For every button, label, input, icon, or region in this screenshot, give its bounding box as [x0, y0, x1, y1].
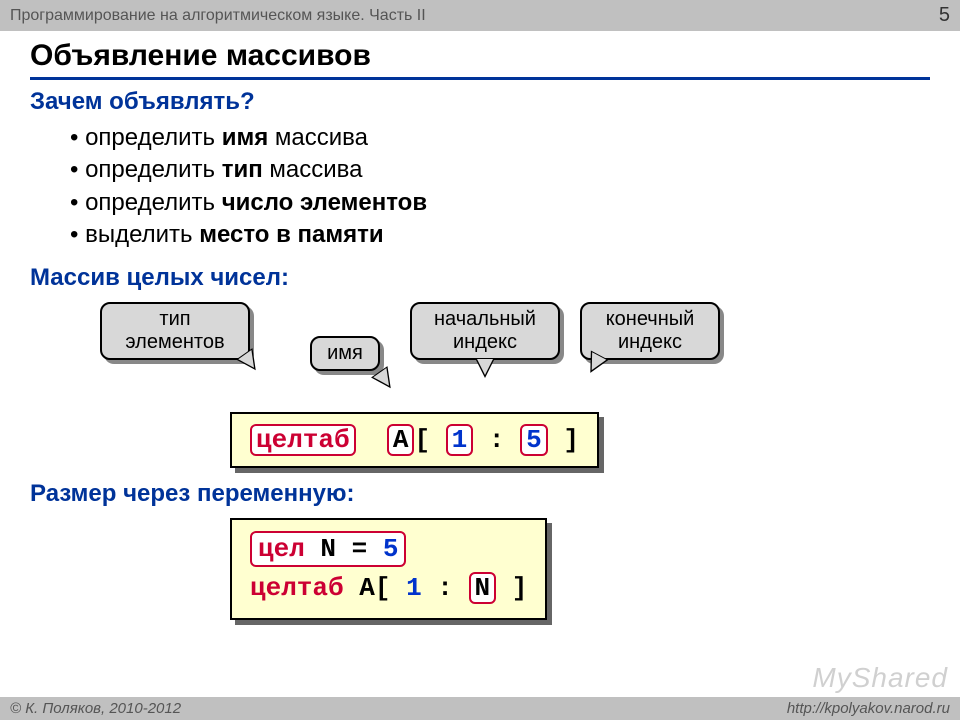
slide-header: Программирование на алгоритмическом язык…: [0, 0, 960, 31]
why-list: определить имя массива определить тип ма…: [70, 122, 930, 252]
list-item: определить тип массива: [70, 154, 930, 186]
callout-start: начальный индекс: [410, 302, 560, 360]
var-size-label: Размер через переменную:: [30, 480, 930, 508]
list-item: определить число элементов: [70, 187, 930, 219]
code-variable: цел N = 5 целтаб A[ 1 : N ]: [230, 518, 547, 620]
footer-url: http://kpolyakov.narod.ru: [787, 700, 950, 717]
callout-name: имя: [310, 336, 380, 371]
watermark: MyShared: [812, 662, 948, 694]
callout-end: конечный индекс: [580, 302, 720, 360]
declaration-diagram: тип элементов имя начальный индекс конеч…: [30, 302, 930, 472]
slide-title: Объявление массивов: [30, 39, 930, 80]
slide-footer: © К. Поляков, 2010-2012 http://kpolyakov…: [0, 697, 960, 720]
page-number: 5: [939, 4, 950, 27]
header-title: Программирование на алгоритмическом язык…: [10, 7, 426, 25]
variable-diagram: цел N = 5 целтаб A[ 1 : N ]: [30, 518, 930, 638]
slide-content: Объявление массивов Зачем объявлять? опр…: [0, 31, 960, 638]
list-item: выделить место в памяти: [70, 219, 930, 251]
code-declaration: целтаб A[ 1 : 5 ]: [230, 412, 599, 469]
int-array-label: Массив целых чисел:: [30, 264, 930, 292]
footer-copyright: © К. Поляков, 2010-2012: [10, 700, 181, 717]
why-heading: Зачем объявлять?: [30, 88, 930, 116]
list-item: определить имя массива: [70, 122, 930, 154]
callout-type: тип элементов: [100, 302, 250, 360]
